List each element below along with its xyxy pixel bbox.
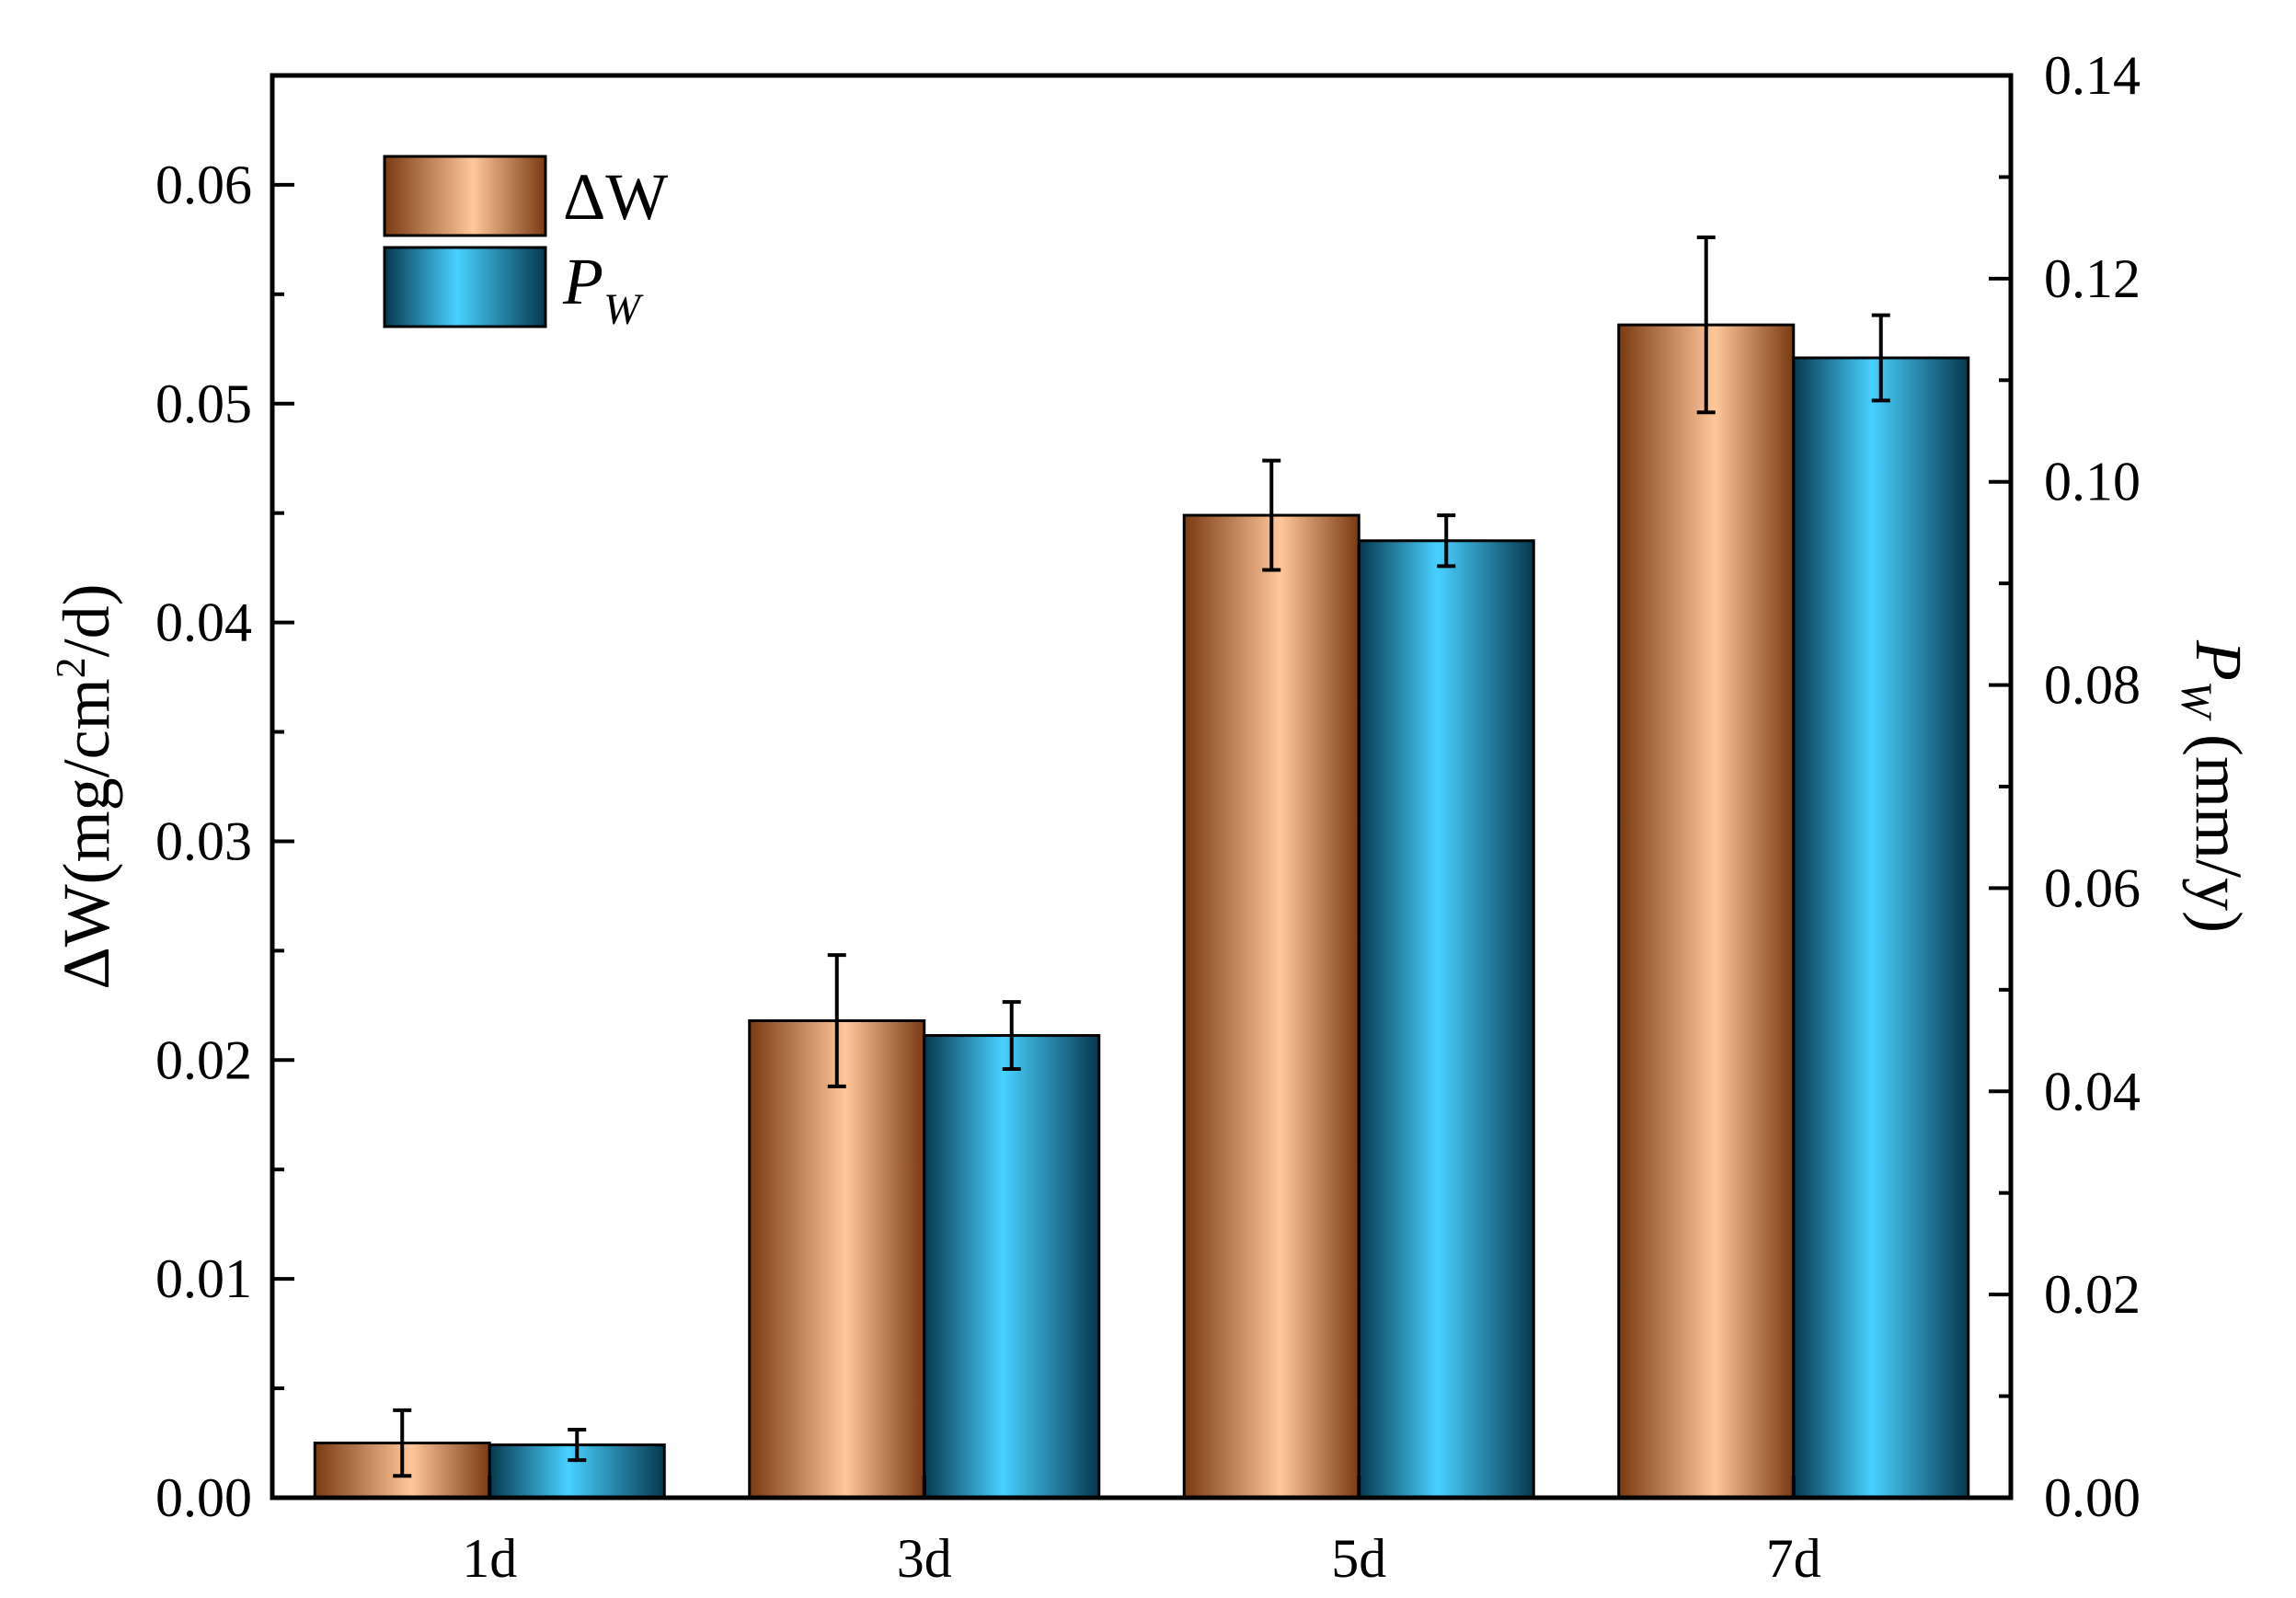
right-tick-label: 0.04 [2044,1061,2141,1121]
error-bar-pw [1437,513,1456,569]
left-tick-label: 0.06 [155,155,252,215]
x-tick-label: 3d [897,1528,952,1589]
x-axis-tick-labels: 1d 3d 5d 7d [462,1476,1821,1589]
x-tick-label: 5d [1331,1528,1386,1589]
legend: ΔW PW [383,155,668,334]
error-bars-group [393,236,1890,1478]
right-tick-label: 0.14 [2044,45,2141,106]
error-bar-dw [1262,458,1281,572]
left-tick-label: 0.05 [155,374,252,434]
left-axis-title: ΔW(mg/cm2/d) [47,583,123,989]
legend-swatch-dw [383,155,547,237]
legend-label-dw: ΔW [563,160,668,234]
left-tick-label: 0.04 [155,592,252,653]
bar-pw [923,1034,1101,1500]
bar-dw [1182,513,1360,1500]
left-tick-label: 0.03 [155,810,252,871]
bar-dw [748,1018,926,1500]
error-bar-dw [393,1408,412,1478]
bar-pw [1792,356,1970,1500]
error-bar-pw [568,1428,587,1463]
bar-pw [1357,539,1535,1500]
error-bar-dw [1696,236,1716,415]
legend-swatch-pw [383,246,547,328]
error-bar-pw [1002,1000,1021,1071]
bar-dw [1617,323,1796,1500]
right-tick-label: 0.08 [2044,655,2141,716]
left-tick-label: 0.01 [155,1248,252,1309]
left-tick-label: 0.02 [155,1029,252,1090]
right-axis-title: PW (mm/y) [2172,639,2256,933]
right-tick-label: 0.10 [2044,452,2141,512]
bars-group [313,323,1970,1500]
error-bar-dw [827,953,846,1088]
error-bar-pw [1871,313,1890,403]
right-axis-ticks: 0.00 0.02 0.04 0.06 0.08 0.10 0.12 0.14 [1989,45,2141,1528]
x-tick-label: 1d [462,1528,517,1589]
right-tick-label: 0.00 [2044,1467,2141,1528]
right-tick-label: 0.12 [2044,248,2141,309]
legend-label-pw: PW [562,245,644,334]
left-tick-label: 0.00 [155,1467,252,1528]
x-tick-label: 7d [1766,1528,1821,1589]
right-tick-label: 0.06 [2044,857,2141,918]
left-axis-ticks: 0.00 0.01 0.02 0.03 0.04 0.05 0.06 [155,155,294,1528]
right-tick-label: 0.02 [2044,1264,2141,1325]
